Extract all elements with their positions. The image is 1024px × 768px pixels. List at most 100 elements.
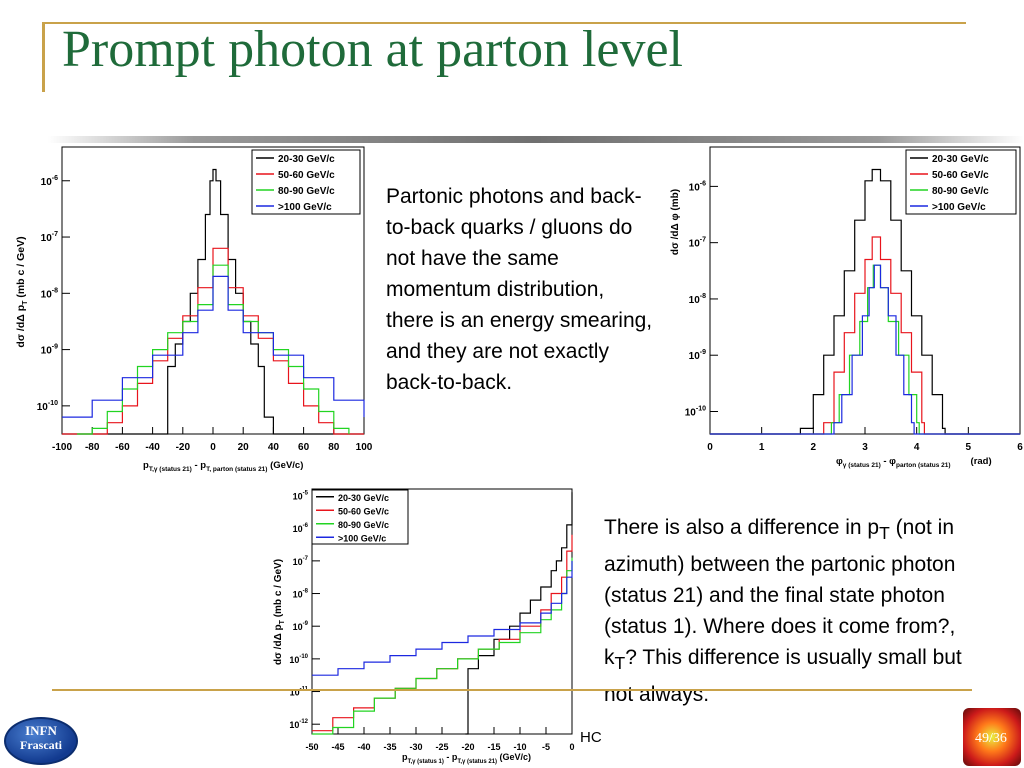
legend-entry: 50-60 GeV/c (278, 170, 335, 181)
legend-box (311, 489, 409, 545)
chart-phi: 0 1 2 3 4 5 6 10-10 10-9 10-8 10-7 10-6 20-30 GeV/c… (670, 146, 1023, 469)
x-tick-label: 0 (707, 442, 713, 453)
y-tick-label: 10-6 (293, 523, 309, 534)
legend-entry: 50-60 GeV/c (932, 170, 989, 181)
y-tick-label: 10-9 (293, 621, 309, 632)
y-tick-label: 10-7 (689, 237, 706, 250)
x-tick-label: -20 (461, 742, 474, 752)
x-axis-label: pT,γ (status 1) - pT,γ (status 21) (GeV/… (402, 752, 531, 765)
y-tick-label: 10-6 (41, 175, 58, 188)
slide-title: Prompt photon at parton level (62, 21, 684, 78)
legend-entry: 20-30 GeV/c (338, 493, 389, 503)
legend-entry: 80-90 GeV/c (278, 186, 335, 197)
x-tick-label: 6 (1017, 442, 1023, 453)
y-tick-label: 10-10 (289, 654, 308, 665)
series-group (312, 492, 573, 735)
y-tick-label: 10-7 (293, 556, 309, 567)
x-tick-label: -5 (542, 742, 550, 752)
infn-frascati-logo: INFN Frascati (4, 717, 78, 765)
series-line-2 (62, 247, 364, 435)
x-tick-label: 100 (356, 442, 373, 453)
x-tick-label: -50 (305, 742, 318, 752)
y-tick-label: 10-10 (685, 405, 706, 418)
y-axis-label: dσ /dΔ φ (mb) (670, 189, 681, 255)
x-axis-label: pT,γ (status 21) - pT, parton (status 21… (143, 460, 303, 473)
axis-ticks: -100 -80 -60 -40 -20 0 20 40 60 80 100 10-10 10-9 10-… (37, 175, 373, 453)
legend-entry: 20-30 GeV/c (278, 154, 335, 165)
series-line-2 (710, 236, 1020, 435)
chart-ptdiff: -100 -80 -60 -40 -20 0 20 40 60 80 100 10-10 10-9 10-… (15, 146, 373, 473)
x-tick-label: -80 (85, 442, 100, 453)
x-tick-label: -40 (357, 742, 370, 752)
series-line-3 (710, 264, 1020, 435)
legend-box (251, 149, 361, 215)
axis-ticks: -50-45-40-35-30-25-20-15-10-5010-1210-11… (289, 491, 574, 752)
y-tick-label: 10-6 (689, 180, 706, 193)
y-tick-label: 10-9 (689, 349, 706, 362)
x-tick-label: -10 (513, 742, 526, 752)
legend-entry: 80-90 GeV/c (338, 520, 389, 530)
y-tick-label: 10-12 (289, 719, 308, 730)
legend-entry: >100 GeV/c (338, 533, 386, 543)
axis-ticks: 0 1 2 3 4 5 6 10-10 10-9 10-8 10-7 10-6 (685, 180, 1023, 453)
x-tick-label: 80 (328, 442, 340, 453)
x-tick-label: -25 (435, 742, 448, 752)
series-line-1 (62, 168, 364, 435)
x-tick-label: -15 (487, 742, 500, 752)
x-tick-label: 40 (268, 442, 280, 453)
title-top-rule (42, 22, 966, 24)
explanation-paragraph-1: Partonic photons and back-to-back quarks… (386, 185, 653, 394)
x-tick-label: 1 (759, 442, 765, 453)
x-tick-label: -35 (383, 742, 396, 752)
legend: 20-30 GeV/c 50-60 GeV/c 80-90 GeV/c >100 Ge… (311, 489, 409, 545)
legend-box (905, 149, 1017, 215)
y-tick-label: 10-5 (293, 491, 309, 502)
legend-entry: 20-30 GeV/c (932, 154, 989, 165)
x-tick-label: -30 (409, 742, 422, 752)
series-line-3 (312, 557, 573, 735)
footer-rule (52, 689, 972, 691)
y-tick-label: 10-9 (41, 344, 58, 357)
x-tick-label: 0 (569, 742, 574, 752)
y-tick-label: 10-10 (37, 400, 58, 413)
series-line-4 (710, 264, 1020, 435)
legend-entry: >100 GeV/c (932, 202, 986, 213)
y-tick-label: 10-7 (41, 231, 58, 244)
legend-entry: 80-90 GeV/c (932, 186, 989, 197)
x-tick-label: 20 (238, 442, 250, 453)
series-line-1 (710, 168, 1020, 435)
x-axis-label: φγ (status 21) - φparton (status 21) (rad… (836, 456, 992, 469)
x-tick-label: -40 (145, 442, 160, 453)
series-group (62, 168, 365, 435)
x-tick-label: 60 (298, 442, 310, 453)
footer-text: HC (580, 729, 602, 746)
series-group (710, 168, 1020, 435)
y-tick-label: 10-8 (293, 589, 309, 600)
y-tick-label: 10-8 (689, 293, 706, 306)
legend-entry: >100 GeV/c (278, 202, 332, 213)
x-tick-label: 0 (210, 442, 216, 453)
x-tick-label: 4 (914, 442, 920, 453)
series-line-4 (312, 560, 573, 676)
x-tick-label: 3 (862, 442, 868, 453)
chart-ptstatus: -50-45-40-35-30-25-20-15-10-5010-1210-11… (273, 488, 575, 765)
x-tick-label: -60 (115, 442, 130, 453)
x-tick-label: -20 (176, 442, 191, 453)
y-tick-label: 10-8 (41, 287, 58, 300)
y-axis-label: dσ /dΔ pT (mb c / GeV) (15, 236, 29, 347)
y-axis-label: dσ /dΔ pT (mb c / GeV) (273, 559, 286, 665)
x-tick-label: -45 (331, 742, 344, 752)
legend-entry: 50-60 GeV/c (338, 506, 389, 516)
explanation-paragraph-2: There is also a difference in pT (not in… (604, 516, 962, 707)
logo-text-frascati: Frascati (20, 738, 62, 752)
legend: 20-30 GeV/c 50-60 GeV/c 80-90 GeV/c >100 Ge… (251, 149, 361, 215)
legend: 20-30 GeV/c 50-60 GeV/c 80-90 GeV/c >100 Ge… (905, 149, 1017, 215)
x-tick-label: -100 (52, 442, 72, 453)
logo-text-infn: INFN (25, 723, 57, 738)
page-badge-graphic (963, 708, 1021, 766)
x-tick-label: 2 (811, 442, 817, 453)
header-divider (48, 136, 1024, 143)
title-side-rule (42, 22, 45, 92)
page-number: 49/36 (975, 731, 1007, 746)
series-line-4 (62, 275, 365, 418)
